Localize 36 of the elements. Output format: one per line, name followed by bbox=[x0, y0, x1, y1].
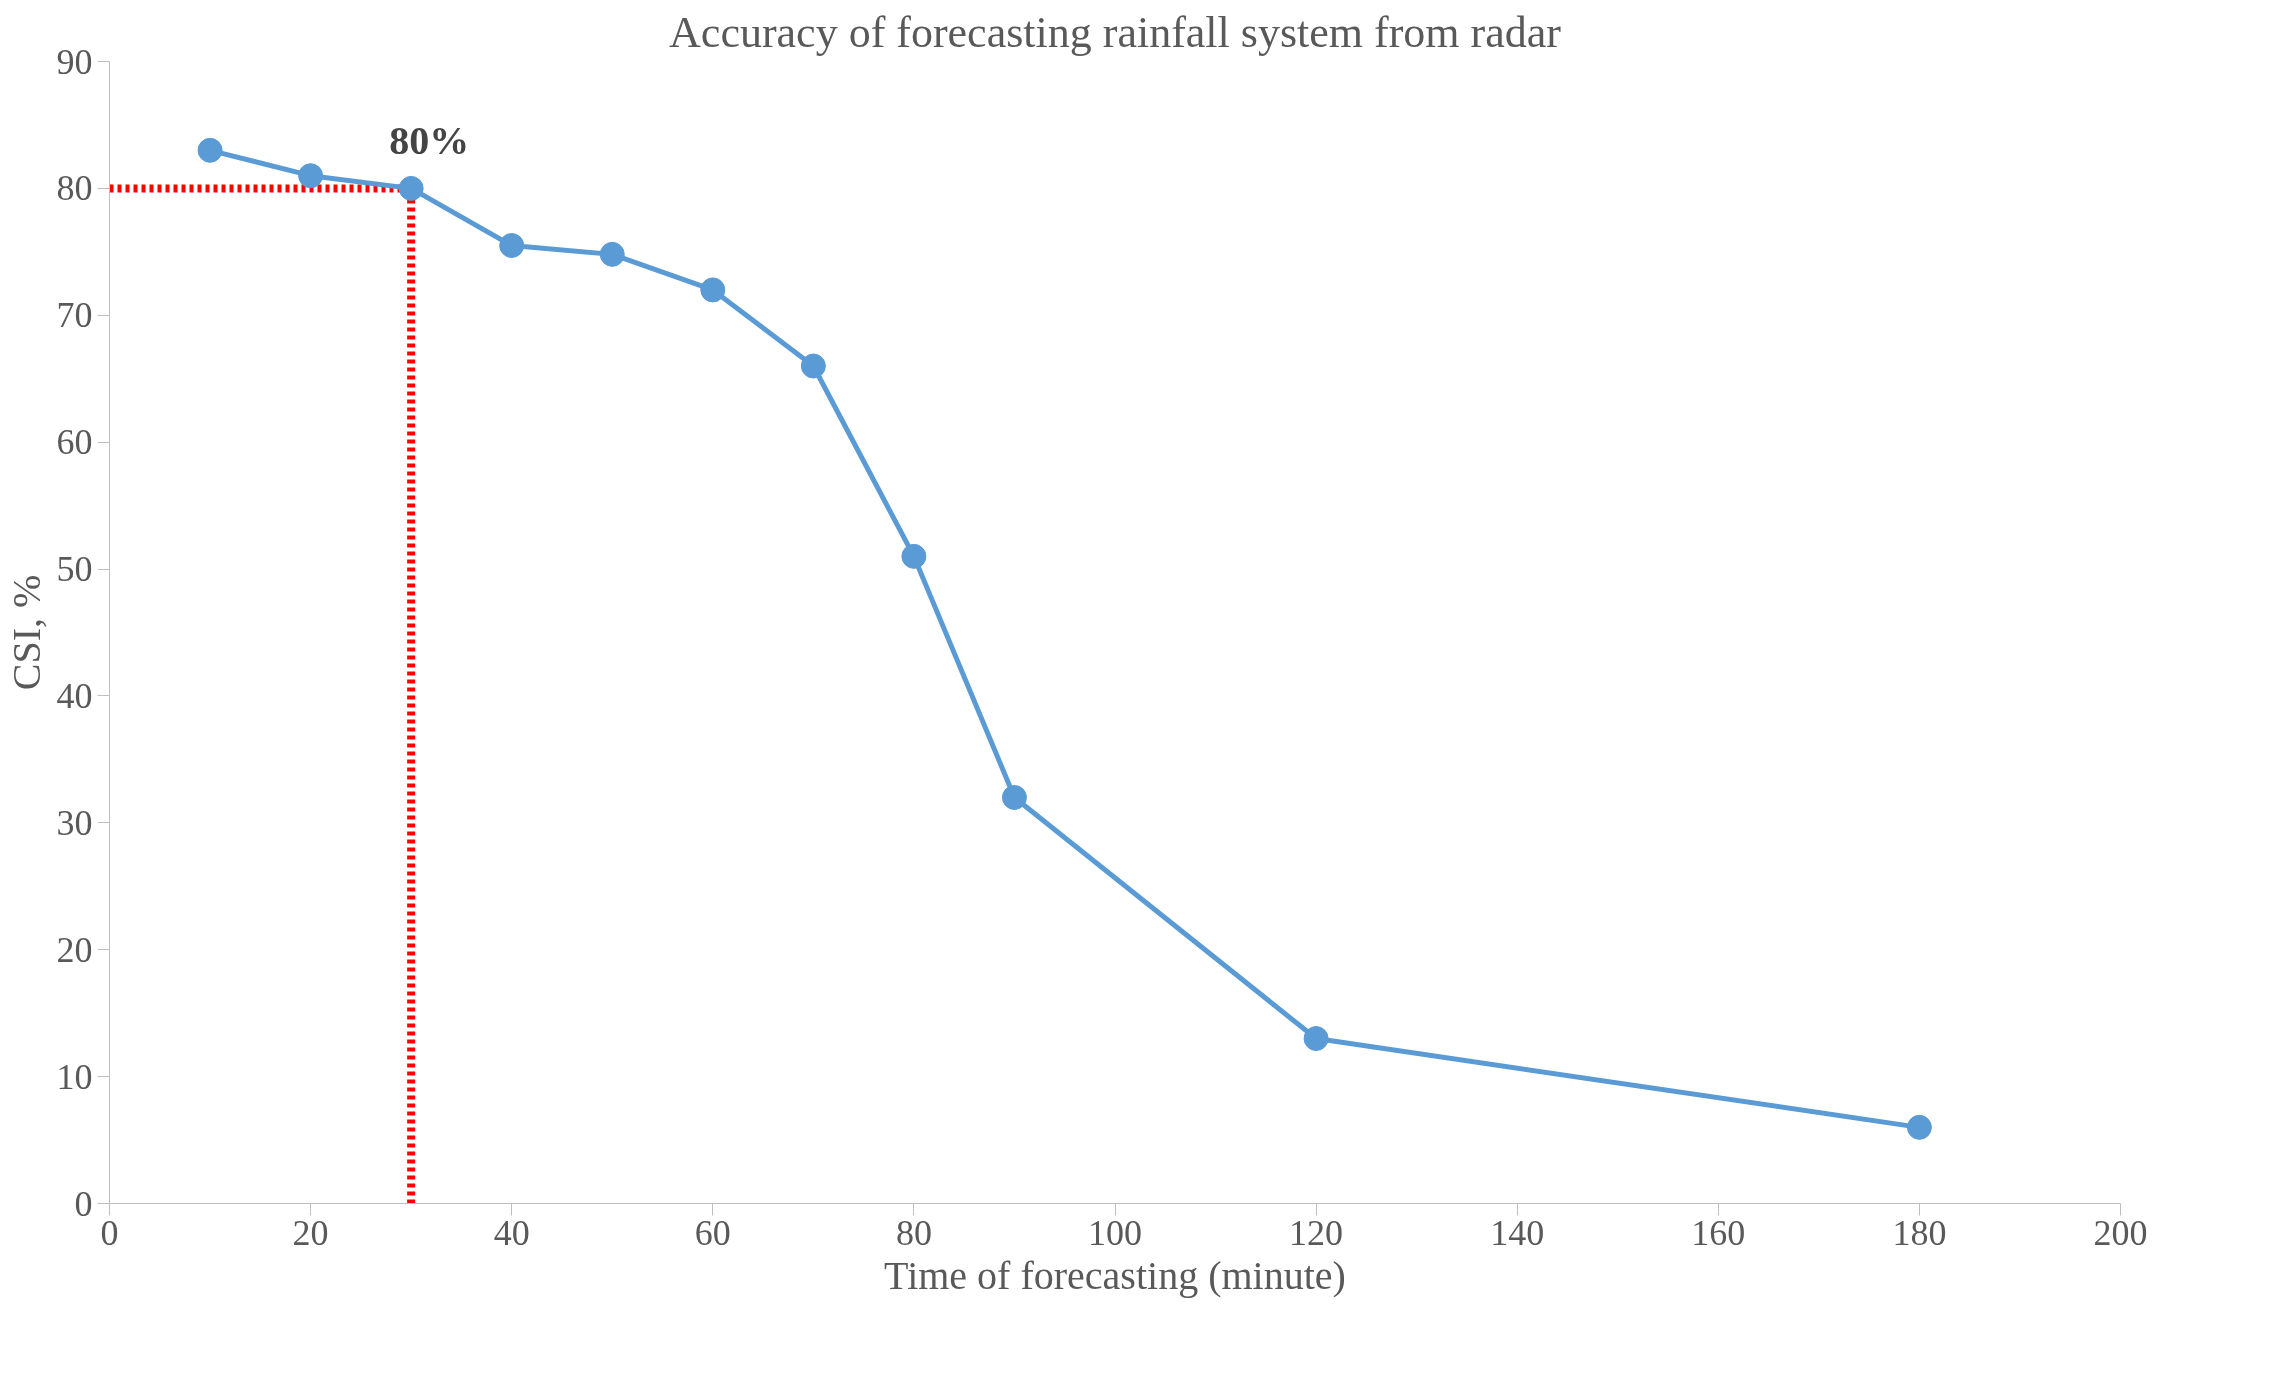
x-tick-label: 120 bbox=[1289, 1212, 1344, 1253]
y-tick-label: 30 bbox=[56, 802, 93, 843]
point bbox=[800, 353, 826, 379]
point bbox=[197, 137, 223, 163]
point bbox=[1906, 1114, 1932, 1140]
chart-title: Accuracy of forecasting rainfall system from radar bbox=[669, 7, 1562, 57]
x-tick-label: 20 bbox=[292, 1212, 329, 1253]
y-tick-label: 70 bbox=[56, 295, 93, 336]
x-tick-label: 140 bbox=[1490, 1212, 1545, 1253]
y-tick-label: 40 bbox=[56, 675, 93, 716]
x-tick-label: 160 bbox=[1691, 1212, 1746, 1253]
point bbox=[398, 175, 424, 201]
point bbox=[499, 233, 525, 258]
point bbox=[700, 277, 726, 303]
point bbox=[599, 241, 625, 267]
x-axis-title: Time of forecasting (minute) bbox=[884, 1252, 1346, 1298]
y-axis-title: CSI, % bbox=[3, 574, 49, 691]
y-tick-label: 20 bbox=[56, 929, 93, 970]
point bbox=[1303, 1026, 1329, 1052]
x-tick-label: 0 bbox=[100, 1212, 119, 1253]
y-tick-label: 10 bbox=[56, 1056, 93, 1097]
point bbox=[298, 163, 324, 189]
y-tick-label: 90 bbox=[56, 41, 93, 82]
point bbox=[1001, 784, 1027, 810]
x-tick-label: 60 bbox=[694, 1212, 731, 1253]
y-tick-label: 60 bbox=[56, 422, 93, 463]
annotation: 80% bbox=[389, 118, 470, 164]
x-tick-label: 40 bbox=[493, 1212, 530, 1253]
x-tick-label: 180 bbox=[1892, 1212, 1947, 1253]
y-tick-label: 80 bbox=[56, 168, 93, 209]
y-tick-label: 0 bbox=[74, 1183, 93, 1224]
x-tick-label: 100 bbox=[1088, 1212, 1142, 1253]
y-tick-label: 50 bbox=[56, 549, 93, 590]
x-tick-label: 200 bbox=[2093, 1212, 2148, 1253]
point bbox=[901, 543, 927, 569]
x-tick-label: 80 bbox=[895, 1212, 932, 1253]
